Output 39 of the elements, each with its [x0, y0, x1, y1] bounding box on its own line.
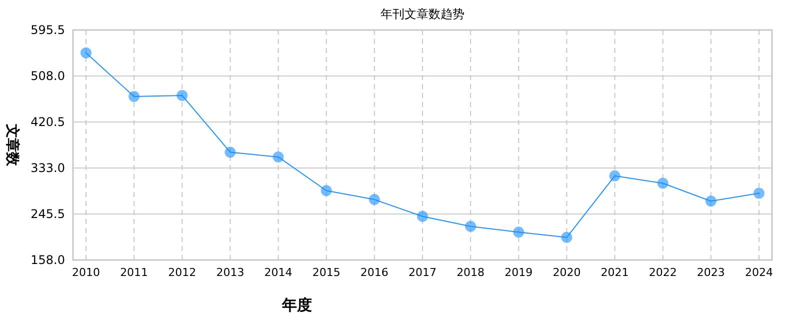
y-tick-label: 245.5: [30, 207, 65, 221]
x-tick-label: 2011: [120, 266, 148, 279]
point: [320, 185, 332, 196]
point: [561, 232, 572, 243]
chart-title: 年刊文章数趋势: [380, 7, 464, 21]
y-axis-title: 文章数: [4, 123, 21, 167]
x-tick-label: 2012: [168, 266, 196, 279]
y-tick-label: 158.0: [30, 253, 65, 267]
point: [80, 47, 92, 58]
x-tick-label: 2022: [648, 266, 677, 279]
x-tick-label: 2010: [72, 266, 100, 279]
point: [368, 194, 380, 206]
x-axis-title: 年度: [281, 296, 312, 314]
y-tick-label: 420.5: [30, 115, 65, 129]
point: [705, 196, 716, 207]
point: [609, 170, 620, 182]
y-tick-label: 333.0: [30, 161, 65, 175]
point: [272, 151, 284, 162]
point: [224, 146, 236, 158]
x-tick-label: 2016: [360, 266, 388, 279]
x-tick-label: 2017: [408, 266, 436, 279]
x-tick-label: 2021: [600, 266, 629, 279]
point: [754, 188, 764, 199]
point: [657, 178, 668, 189]
x-tick-label: 2020: [552, 266, 581, 279]
point: [417, 210, 428, 222]
point: [465, 220, 476, 232]
point: [513, 226, 524, 238]
x-tick-label: 2024: [745, 266, 773, 279]
x-tick-label: 2023: [696, 266, 725, 279]
y-tick-label: 595.5: [30, 23, 65, 37]
x-tick-label: 2018: [456, 266, 485, 279]
point: [176, 90, 188, 101]
x-tick-label: 2014: [264, 266, 292, 279]
x-tick-label: 2013: [216, 266, 244, 279]
y-tick-label: 508.0: [30, 69, 65, 83]
point: [128, 91, 140, 102]
x-tick-label: 2015: [312, 266, 340, 279]
x-tick-label: 2019: [504, 266, 533, 279]
